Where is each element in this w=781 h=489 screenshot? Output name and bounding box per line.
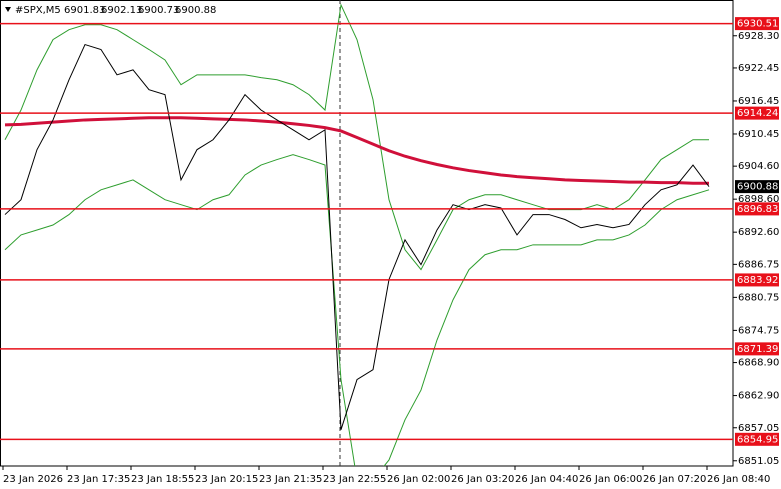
level-label: 6883.92 xyxy=(737,275,778,286)
price-line xyxy=(4,43,710,430)
level-label: 6854.95 xyxy=(737,434,778,445)
x-tick-label: 26 Jan 03:20 xyxy=(451,474,514,485)
price-label: 6900.88 xyxy=(737,182,778,193)
x-tick-label: 26 Jan 07:20 xyxy=(643,474,706,485)
x-tick-label: 23 Jan 18:55 xyxy=(131,474,194,485)
level-label-box xyxy=(735,202,779,216)
level-label-box xyxy=(735,106,779,120)
x-tick-label: 26 Jan 02:00 xyxy=(387,474,450,485)
x-tick-label: 26 Jan 06:00 xyxy=(579,474,642,485)
x-tick-label: 23 Jan 20:15 xyxy=(195,474,258,485)
y-tick-label: 6904.60 xyxy=(738,161,779,172)
level-label-box xyxy=(735,17,779,31)
y-tick-label: 6862.90 xyxy=(738,391,779,402)
y-tick-label: 6910.45 xyxy=(738,129,779,140)
x-tick-label: 23 Jan 21:35 xyxy=(259,474,322,485)
level-label: 6930.51 xyxy=(737,19,778,30)
level-label: 6914.24 xyxy=(737,108,778,119)
level-label: 6896.83 xyxy=(737,204,778,215)
y-tick-label: 6868.90 xyxy=(738,358,779,369)
price-line xyxy=(4,3,709,271)
y-tick-label: 6880.75 xyxy=(738,292,779,303)
close: 6900.88 xyxy=(175,5,216,16)
low: 6900.73 xyxy=(138,5,179,16)
price-line xyxy=(4,116,709,185)
level-label-box xyxy=(735,342,779,356)
plot-area xyxy=(4,3,710,466)
x-tick-label: 26 Jan 04:40 xyxy=(515,474,578,485)
level-label: 6871.39 xyxy=(737,344,778,355)
y-tick-label: 6922.45 xyxy=(738,63,779,74)
y-tick-label: 6886.75 xyxy=(738,259,779,270)
menu-arrow xyxy=(5,7,11,12)
x-tick-label: 23 Jan 17:35 xyxy=(67,474,130,485)
x-tick-label: 23 Jan 22:55 xyxy=(323,474,386,485)
y-tick-label: 6928.30 xyxy=(738,31,779,42)
level-label-box xyxy=(735,273,779,287)
y-tick-label: 6898.60 xyxy=(738,194,779,205)
chart-title: #SPX,M5 xyxy=(15,5,61,16)
open: 6901.83 xyxy=(64,5,105,16)
y-tick-label: 6857.05 xyxy=(738,423,779,434)
level-label-box xyxy=(735,432,779,446)
x-tick-label: 23 Jan 2026 xyxy=(3,474,63,485)
y-tick-label: 6892.60 xyxy=(738,227,779,238)
high: 6902.13 xyxy=(101,5,142,16)
plot-frame xyxy=(0,0,734,467)
price-label-box xyxy=(735,180,779,194)
y-tick-label: 6916.45 xyxy=(738,96,779,107)
x-tick-label: 26 Jan 08:40 xyxy=(707,474,770,485)
price-line xyxy=(4,154,710,466)
y-tick-label: 6874.75 xyxy=(738,325,779,336)
y-tick-label: 6851.05 xyxy=(738,456,779,467)
